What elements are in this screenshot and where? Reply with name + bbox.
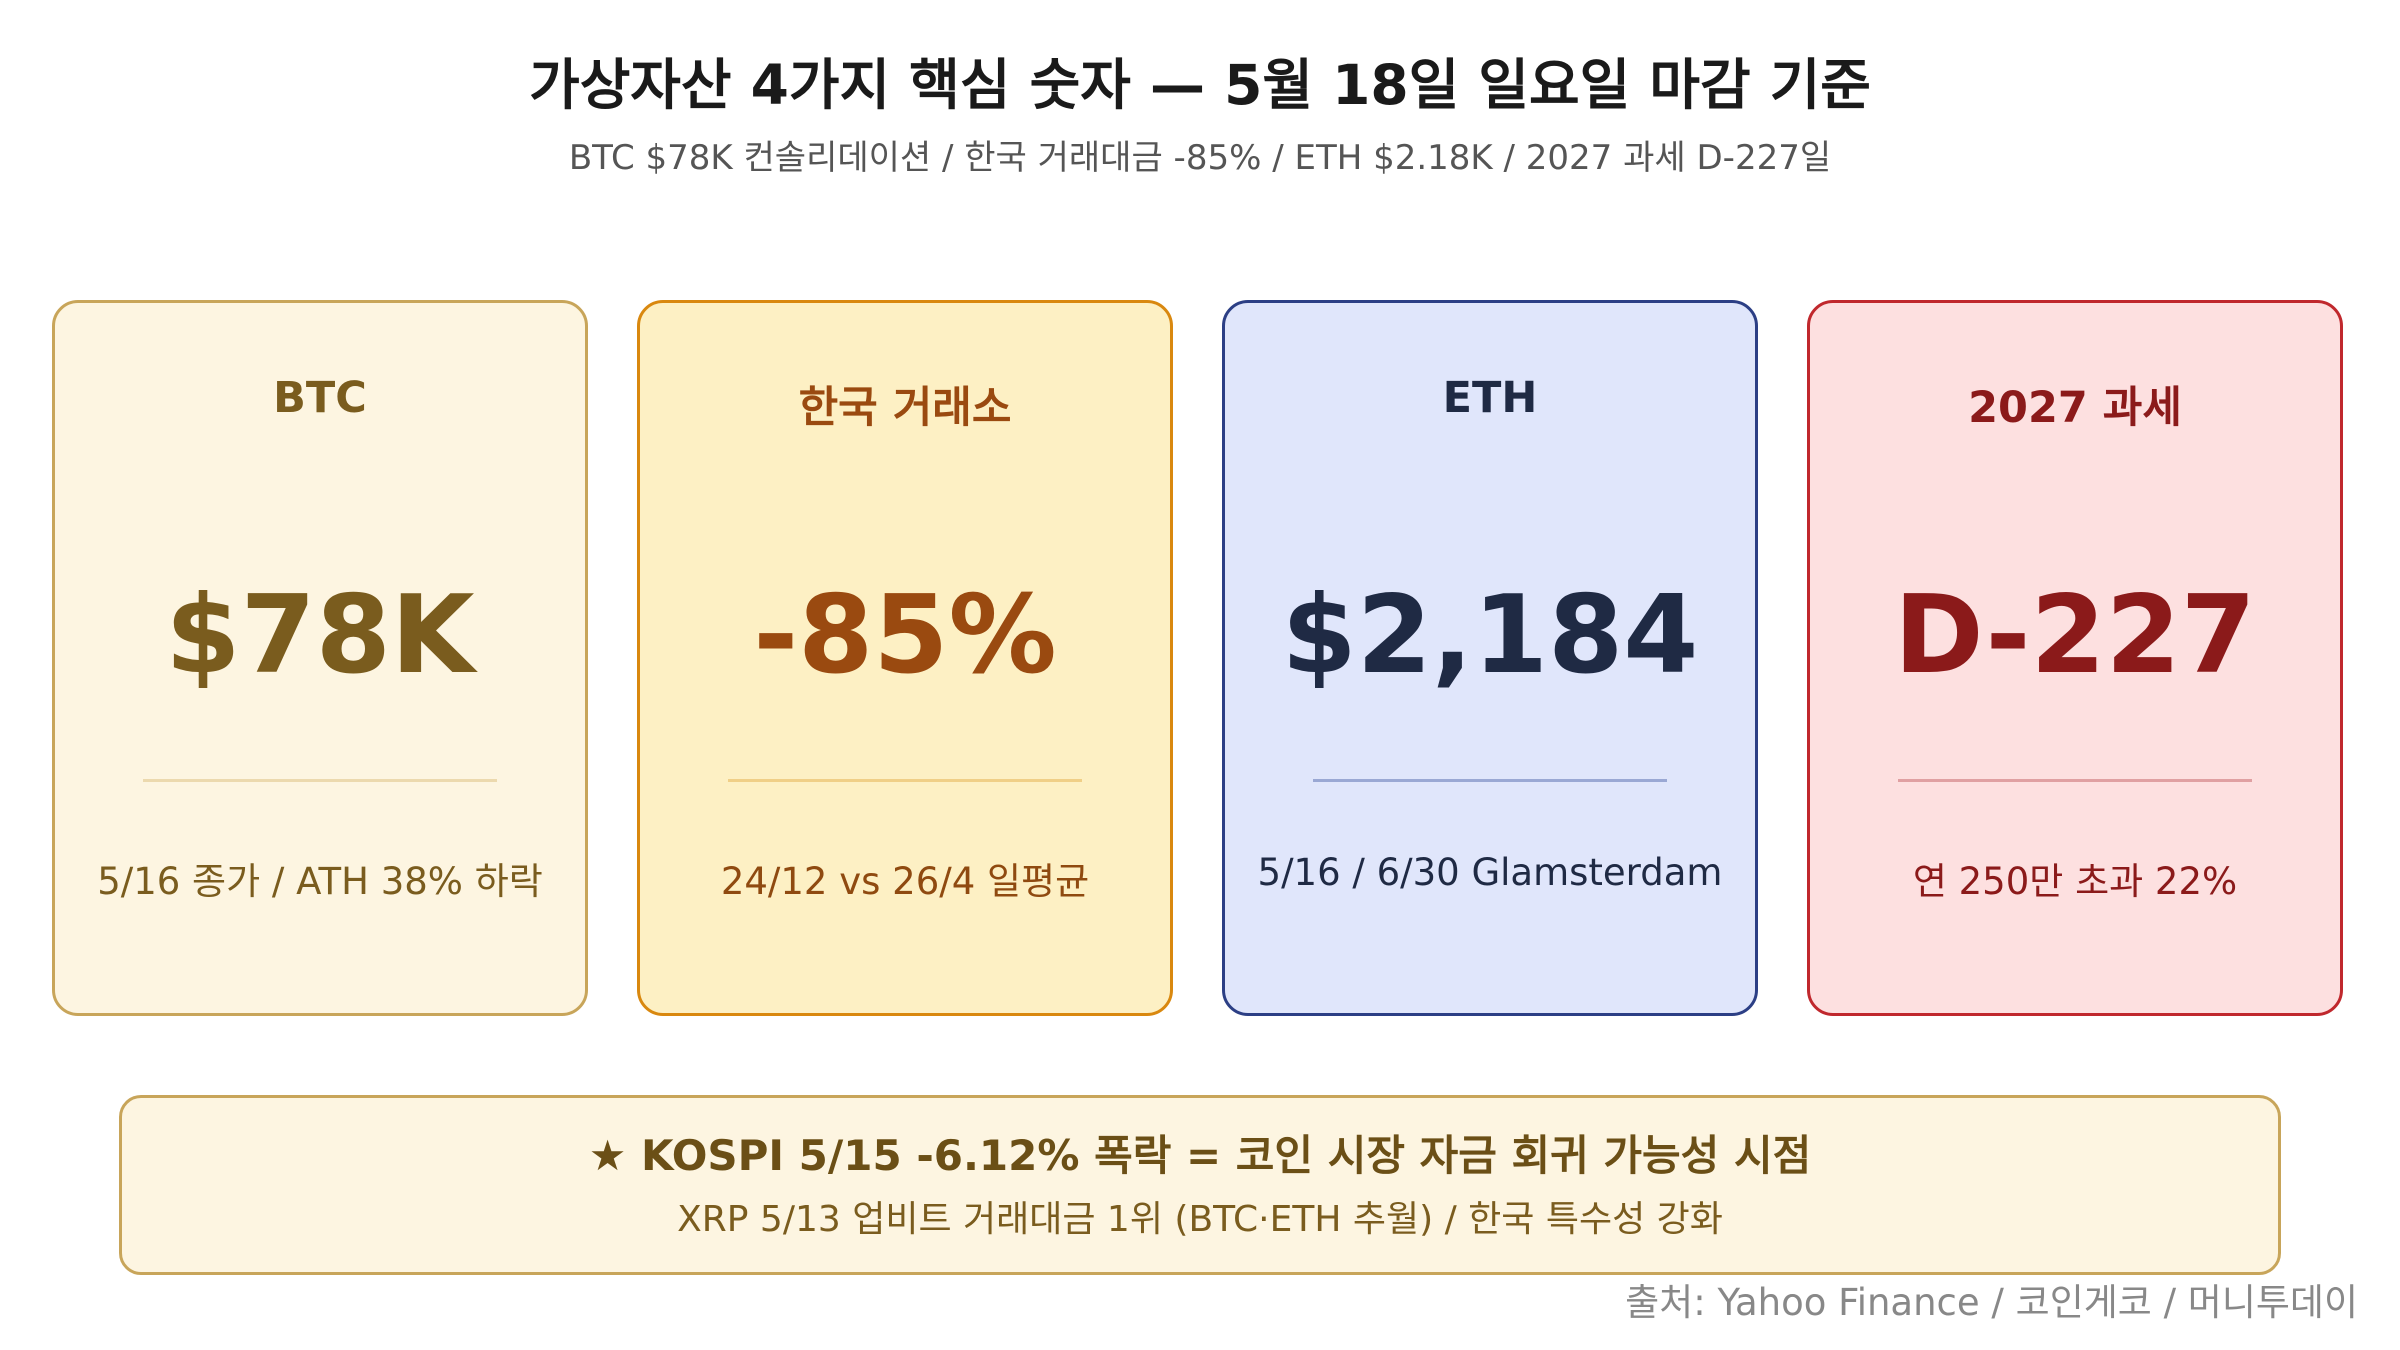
card-divider [728,779,1082,782]
card-divider [1313,779,1667,782]
card-label: BTC [273,373,367,423]
card-caption: 5/16 / 6/30 Glamsterdam [1257,851,1723,894]
metric-card: ETH $2,184 5/16 / 6/30 Glamsterdam [1222,300,1758,1016]
callout-headline: ★ KOSPI 5/15 -6.12% 폭락 = 코인 시장 자금 회귀 가능성… [588,1131,1812,1180]
card-divider [1898,779,2252,782]
card-divider [143,779,497,782]
source: 출처: Yahoo Finance / 코인게코 / 머니투데이 [1625,1281,2358,1324]
callout: ★ KOSPI 5/15 -6.12% 폭락 = 코인 시장 자금 회귀 가능성… [119,1095,2281,1275]
card-caption: 24/12 vs 26/4 일평균 [720,860,1090,903]
card-caption: 연 250만 초과 22% [1912,860,2238,903]
card-value: $2,184 [1281,573,1699,698]
card-value: -85% [753,573,1057,698]
card-label: 한국 거래소 [798,383,1012,433]
callout-detail: XRP 5/13 업비트 거래대금 1위 (BTC·ETH 추월) / 한국 특… [677,1199,1723,1240]
subtitle: BTC $78K 컨솔리데이션 / 한국 거래대금 -85% / ETH $2.… [568,138,1832,178]
card-caption: 5/16 종가 / ATH 38% 하락 [97,860,543,903]
card-label: ETH [1442,373,1538,423]
card-label: 2027 과세 [1968,383,2182,433]
card-value: $78K [165,573,475,698]
card-value: D-227 [1894,573,2256,698]
title: 가상자산 4가지 핵심 숫자 — 5월 18일 일요일 마감 기준 [529,53,1871,117]
metric-card: BTC $78K 5/16 종가 / ATH 38% 하락 [52,300,588,1016]
metric-card: 2027 과세 D-227 연 250만 초과 22% [1807,300,2343,1016]
metric-card: 한국 거래소 -85% 24/12 vs 26/4 일평균 [637,300,1173,1016]
